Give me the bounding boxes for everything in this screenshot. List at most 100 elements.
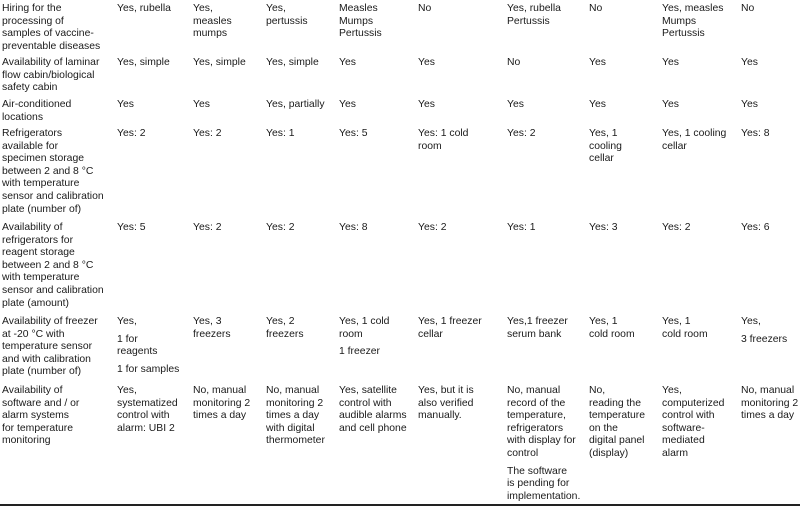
cell-paragraph: Measles Mumps Pertussis: [339, 3, 382, 40]
cell-paragraph: Yes,1 freezer serum bank: [507, 316, 568, 340]
cell-paragraph: Yes, 1 cooling cellar: [589, 128, 622, 165]
cell-paragraph: No, manual monitoring 2 times a day with…: [266, 385, 325, 447]
cell-paragraph: Yes: 6: [741, 222, 770, 233]
table-cell: Yes: 5: [339, 128, 368, 146]
cell-paragraph: Yes, computerized control with software-…: [662, 385, 725, 459]
table-cell: No: [589, 3, 602, 21]
cell-paragraph: Yes, rubella Pertussis: [507, 3, 561, 27]
table-cell: Yes, 1 cooling cellar: [589, 128, 622, 171]
cell-paragraph: No, reading the temperature on the digit…: [589, 385, 646, 459]
cell-paragraph: 1 for reagents: [117, 333, 158, 358]
cell-paragraph: No: [741, 3, 755, 14]
cell-paragraph: No: [418, 3, 432, 14]
cell-paragraph: Yes: 2: [507, 128, 536, 139]
table-cell: Yes, 1 cold room 1 freezer: [339, 316, 389, 364]
cell-paragraph: Yes, but it is also verified manually.: [418, 385, 474, 422]
table-cell: Yes, rubella Pertussis: [507, 3, 561, 33]
table-cell: Yes, satellite control with audible alar…: [339, 385, 407, 440]
table-cell: Yes, 1 for reagents 1 for samples: [117, 316, 179, 381]
cell-paragraph: Yes, pertussis: [266, 3, 308, 27]
table-cell: Yes: [507, 99, 524, 117]
cell-paragraph: Yes, 1 cold room: [339, 316, 390, 340]
cell-paragraph: Yes: [662, 99, 679, 110]
cell-paragraph: Yes, simple: [193, 57, 246, 68]
cell-paragraph: Yes: 2: [266, 222, 295, 233]
table-cell: Yes: 1: [266, 128, 295, 146]
cell-paragraph: Yes: [193, 99, 210, 110]
cell-paragraph: Yes: [589, 99, 606, 110]
table-cell: Yes, measles Mumps Pertussis: [662, 3, 723, 46]
table-cell: Yes: [418, 57, 435, 75]
cell-paragraph: Yes, 2 freezers: [266, 316, 304, 340]
cell-paragraph: 1 freezer: [339, 346, 381, 358]
table-cell: Yes: [589, 57, 606, 75]
cell-paragraph: Yes, 1 freezer cellar: [418, 316, 482, 340]
table-cell: Yes: [117, 99, 134, 117]
table-cell: Yes: [418, 99, 435, 117]
cell-paragraph: Yes: [117, 99, 134, 110]
cell-paragraph: Yes: [418, 99, 435, 110]
cell-paragraph: Yes, 1 cold room: [662, 316, 708, 340]
cell-paragraph: Yes, 1 cold room: [589, 316, 635, 340]
row-label: Air-conditioned locations: [2, 99, 72, 123]
cell-paragraph: No: [589, 3, 603, 14]
table-cell: Yes: 2: [117, 128, 146, 146]
cell-paragraph: Yes,: [741, 316, 761, 327]
row-label: Hiring for the processing of samples of …: [2, 3, 101, 52]
cell-paragraph: Yes: 1: [266, 128, 295, 139]
table-cell: Yes, computerized control with software-…: [662, 385, 724, 466]
cell-paragraph: Yes, simple: [117, 57, 170, 68]
cell-paragraph: Yes: [589, 57, 606, 68]
cell-paragraph: Yes: 5: [117, 222, 146, 233]
table-cell: Yes, simple: [117, 57, 170, 75]
cell-paragraph: The software is pending for implementati…: [507, 465, 581, 502]
cell-paragraph: Yes: [339, 57, 356, 68]
table-cell: Yes, systematized control with alarm: UB…: [117, 385, 178, 440]
cell-paragraph: Yes, simple: [266, 57, 319, 68]
table-cell: Yes, 3 freezers: [193, 316, 231, 346]
row-label: Availability of freezer at -20 °C with t…: [2, 316, 98, 378]
cell-paragraph: Yes, rubella: [117, 3, 171, 14]
cell-paragraph: Yes, partially: [266, 99, 325, 110]
table-cell: No: [418, 3, 431, 21]
cell-paragraph: Yes: [418, 57, 435, 68]
cell-paragraph: Yes: 2: [193, 128, 222, 139]
table-cell: Yes, 1 freezer cellar: [418, 316, 482, 346]
table-cell: Yes: 2: [418, 222, 447, 240]
table-cell: Yes: [662, 57, 679, 75]
cell-paragraph: Yes: 5: [339, 128, 368, 139]
table-cell: Yes, pertussis: [266, 3, 308, 33]
table-cell: Yes, 3 freezers: [741, 316, 787, 351]
row-label: Availability of software and / or alarm …: [2, 385, 80, 447]
table-cell: No, reading the temperature on the digit…: [589, 385, 645, 466]
table-cell: No, manual monitoring 2 times a day: [741, 385, 798, 428]
table-cell: No, manual record of the temperature, re…: [507, 385, 580, 508]
cell-paragraph: Yes: [507, 99, 524, 110]
table-cell: Yes, partially: [266, 99, 325, 117]
cell-paragraph: No: [507, 57, 521, 68]
table-cell: Yes: [662, 99, 679, 117]
cell-paragraph: Yes: 8: [339, 222, 368, 233]
row-label: Refrigerators available for specimen sto…: [2, 128, 104, 215]
cell-paragraph: Yes, 3 freezers: [193, 316, 231, 340]
cell-paragraph: Yes: [741, 99, 758, 110]
cell-paragraph: Yes: 8: [741, 128, 770, 139]
table-cell: Yes: [741, 57, 758, 75]
cell-paragraph: Yes: [662, 57, 679, 68]
table-cell: No: [507, 57, 520, 75]
table-cell: Yes: 2: [507, 128, 536, 146]
table-cell: Yes: 8: [339, 222, 368, 240]
table-cell: No, manual monitoring 2 times a day: [193, 385, 250, 428]
table-bottom-rule: [0, 504, 800, 506]
table-cell: Yes, 1 cold room: [662, 316, 708, 346]
table-cell: Yes: [339, 99, 356, 117]
table-cell: Yes: 1: [507, 222, 536, 240]
cell-paragraph: Yes, 1 cooling cellar: [662, 128, 727, 152]
cell-paragraph: 1 for samples: [117, 363, 180, 375]
table-cell: Yes: 3: [589, 222, 618, 240]
cell-paragraph: Yes: 1: [507, 222, 536, 233]
cell-paragraph: Yes: 2: [418, 222, 447, 233]
table-cell: Measles Mumps Pertussis: [339, 3, 382, 46]
cell-paragraph: 3 freezers: [741, 333, 788, 345]
row-label: Availability of refrigerators for reagen…: [2, 222, 104, 309]
